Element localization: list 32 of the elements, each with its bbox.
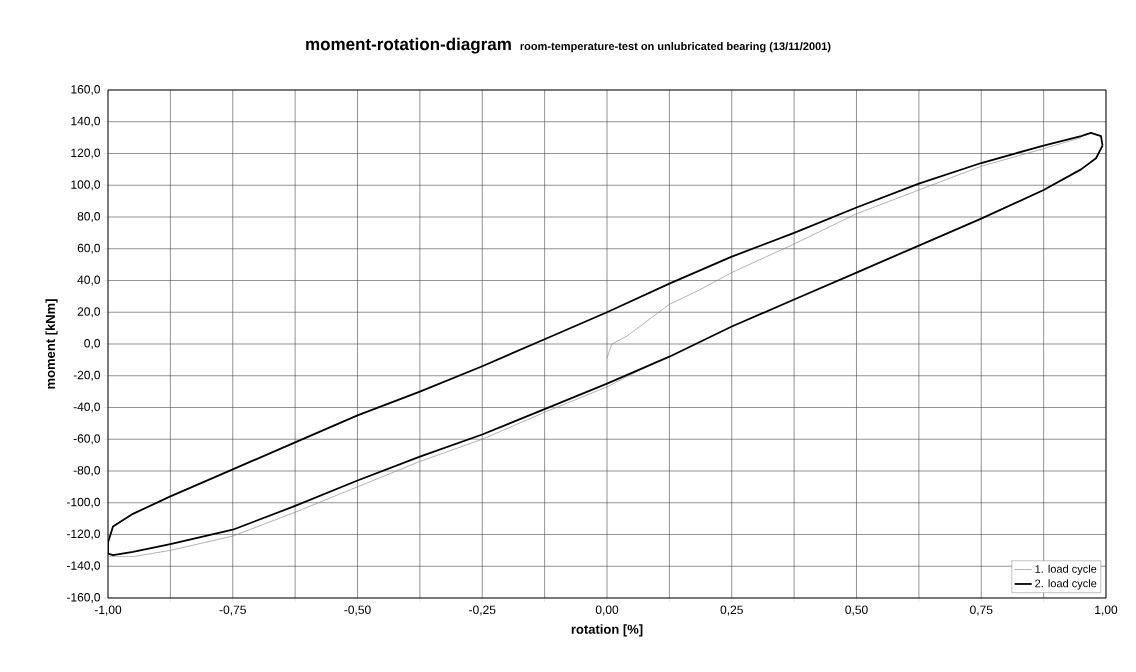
x-axis-title: rotation [%]	[571, 624, 643, 637]
y-axis-title: moment [kNm]	[45, 299, 58, 389]
x-tick-label: 0,50	[845, 605, 868, 616]
legend-label: 1. load cycle	[1035, 564, 1097, 576]
y-tick-label: 160,0	[71, 85, 101, 95]
chart-subtitle: room-temperature-test on unlubricated bearing (13/11/2001)	[520, 42, 831, 53]
y-tick-label: 40,0	[77, 275, 101, 286]
x-tick-label: 0,00	[595, 605, 619, 616]
y-tick-label: 60,0	[77, 243, 101, 254]
x-tick-label: 0,25	[720, 605, 743, 616]
legend-label: 2. load cycle	[1035, 579, 1097, 590]
x-tick-label: -0,25	[469, 605, 496, 616]
x-tick-label: 1,00	[1095, 605, 1118, 616]
chart-title: moment-rotation-diagram	[306, 37, 511, 54]
y-tick-label: -60,0	[73, 434, 101, 445]
y-tick-label: -20,0	[73, 370, 101, 381]
y-tick-label: 140,0	[71, 116, 101, 127]
x-tick-label: -1,00	[94, 605, 122, 616]
y-tick-label: -120,0	[66, 529, 101, 540]
y-tick-label: 120,0	[71, 148, 101, 159]
y-tick-label: -160,0	[66, 593, 101, 603]
y-tick-label: -80,0	[73, 466, 101, 476]
y-tick-label: -140,0	[66, 561, 101, 572]
x-tick-label: 0,75	[970, 605, 993, 616]
y-tick-label: 0,0	[84, 339, 101, 349]
y-tick-label: -100,0	[66, 497, 101, 508]
x-tick-label: -0,75	[219, 605, 246, 616]
x-tick-label: -0,50	[344, 605, 371, 616]
y-tick-label: 80,0	[77, 212, 101, 222]
y-tick-label: 20,0	[77, 307, 101, 318]
y-tick-label: -40,0	[73, 402, 101, 413]
y-tick-label: 100,0	[71, 180, 101, 191]
